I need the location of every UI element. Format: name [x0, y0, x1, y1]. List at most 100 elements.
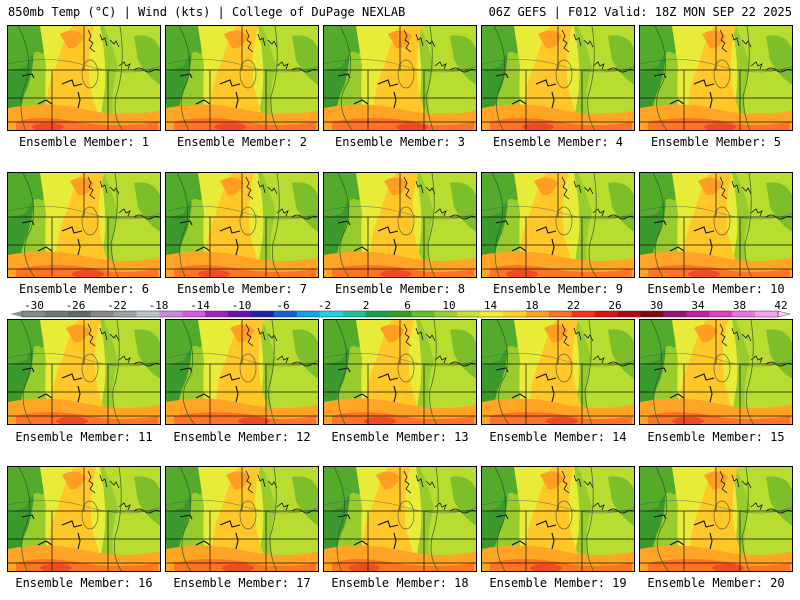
temperature-map-image	[640, 26, 792, 130]
colorbar-swatch	[617, 311, 641, 317]
ensemble-member-label: Ensemble Member: 3	[334, 135, 466, 149]
colorbar-swatch	[755, 311, 779, 317]
ensemble-member-map	[323, 466, 477, 572]
temperature-map-image	[640, 173, 792, 277]
temperature-map-image	[640, 320, 792, 424]
ensemble-member-map	[639, 25, 793, 131]
colorbar-swatch	[228, 311, 252, 317]
ensemble-member-map	[165, 25, 319, 131]
ensemble-member-label: Ensemble Member: 4	[492, 135, 624, 149]
colorbar-tick-label: 6	[404, 300, 411, 312]
temperature-map-image	[482, 467, 634, 571]
colorbar-tick-label: 18	[525, 300, 538, 312]
colorbar-tick-label: -10	[232, 300, 252, 312]
colorbar-swatch	[411, 311, 435, 317]
colorbar-swatch	[548, 311, 573, 317]
temperature-map-image	[166, 173, 318, 277]
colorbar-swatch	[159, 311, 183, 317]
colorbar-tick-label: 42	[774, 300, 787, 312]
colorbar-tick-label: 22	[567, 300, 580, 312]
ensemble-member-label: Ensemble Member: 11	[15, 430, 153, 444]
ensemble-member-map	[481, 466, 635, 572]
ensemble-member-label: Ensemble Member: 20	[647, 576, 785, 590]
ensemble-member-label: Ensemble Member: 18	[331, 576, 469, 590]
colorbar-swatch	[205, 311, 229, 317]
ensemble-member-label: Ensemble Member: 8	[334, 282, 466, 296]
colorbar-swatch	[251, 311, 275, 317]
colorbar-tick-label: 2	[363, 300, 370, 312]
colorbar-swatch	[732, 311, 756, 317]
ensemble-member-label: Ensemble Member: 2	[176, 135, 308, 149]
ensemble-member-map	[323, 172, 477, 278]
colorbar-swatch	[319, 311, 344, 317]
ensemble-member-label: Ensemble Member: 17	[173, 576, 311, 590]
ensemble-member-label: Ensemble Member: 5	[650, 135, 782, 149]
ensemble-member-label: Ensemble Member: 13	[331, 430, 469, 444]
colorbar-swatch	[594, 311, 619, 317]
ensemble-member-map	[481, 319, 635, 425]
colorbar-swatch	[709, 311, 733, 317]
temperature-map-image	[166, 467, 318, 571]
ensemble-member-label: Ensemble Member: 16	[15, 576, 153, 590]
ensemble-member-label: Ensemble Member: 6	[18, 282, 150, 296]
ensemble-member-map	[639, 466, 793, 572]
colorbar-swatch	[686, 311, 710, 317]
colorbar-swatch	[640, 311, 664, 317]
ensemble-member-label: Ensemble Member: 1	[18, 135, 150, 149]
colorbar-swatch	[296, 311, 321, 317]
colorbar-swatch	[388, 311, 412, 317]
header-title-left: 850mb Temp (°C) | Wind (kts) | College o…	[8, 5, 406, 19]
temperature-map-image	[324, 26, 476, 130]
ensemble-member-map	[639, 172, 793, 278]
temperature-map-image	[640, 467, 792, 571]
colorbar-swatch	[67, 311, 92, 317]
temperature-map-image	[8, 173, 160, 277]
colorbar-tick-label: 38	[733, 300, 746, 312]
colorbar-tick-label: -2	[318, 300, 331, 312]
temperature-map-image	[324, 173, 476, 277]
colorbar-tick-label: 30	[650, 300, 663, 312]
colorbar-tick-label: 34	[691, 300, 705, 312]
ensemble-member-map	[7, 172, 161, 278]
ensemble-member-map	[165, 466, 319, 572]
temperature-map-image	[8, 26, 160, 130]
ensemble-member-label: Ensemble Member: 7	[176, 282, 308, 296]
colorbar-left-arrow	[10, 311, 22, 317]
colorbar-tick-label: -18	[149, 300, 169, 312]
colorbar-swatch	[503, 311, 527, 317]
colorbar-swatch	[113, 311, 137, 317]
ensemble-member-label: Ensemble Member: 19	[489, 576, 627, 590]
ensemble-member-label: Ensemble Member: 12	[173, 430, 311, 444]
temperature-map-image	[166, 26, 318, 130]
temperature-map-image	[324, 320, 476, 424]
ensemble-member-map	[7, 466, 161, 572]
ensemble-member-map	[639, 319, 793, 425]
colorbar-tick-label: -22	[107, 300, 127, 312]
colorbar-tick-label: -14	[190, 300, 210, 312]
colorbar-swatch	[274, 311, 298, 317]
ensemble-member-label: Ensemble Member: 14	[489, 430, 627, 444]
ensemble-member-label: Ensemble Member: 9	[492, 282, 624, 296]
temperature-map-image	[482, 26, 634, 130]
colorbar-swatch	[136, 311, 160, 317]
ensemble-member-map	[165, 319, 319, 425]
colorbar-tick-label: 26	[608, 300, 621, 312]
ensemble-member-map	[481, 172, 635, 278]
colorbar-swatch	[44, 311, 69, 317]
ensemble-member-map	[323, 319, 477, 425]
ensemble-member-map	[7, 25, 161, 131]
temperature-map-image	[8, 467, 160, 571]
temperature-map-image	[482, 320, 634, 424]
ensemble-member-map	[7, 319, 161, 425]
colorbar-swatch	[434, 311, 458, 317]
ensemble-member-map	[165, 172, 319, 278]
temperature-colorbar: -30 -26 -22 -18 -14 -10 -6 -2 2 6 10 14 18 22 26 30 34 38…	[10, 300, 790, 318]
colorbar-swatch	[365, 311, 389, 317]
colorbar-swatch	[663, 311, 687, 317]
ensemble-member-label: Ensemble Member: 15	[647, 430, 785, 444]
colorbar-tick-label: -6	[276, 300, 289, 312]
colorbar-swatch	[182, 311, 206, 317]
colorbar-swatch	[526, 311, 550, 317]
colorbar-swatch	[22, 311, 46, 317]
colorbar-tick-label: -30	[24, 300, 44, 312]
